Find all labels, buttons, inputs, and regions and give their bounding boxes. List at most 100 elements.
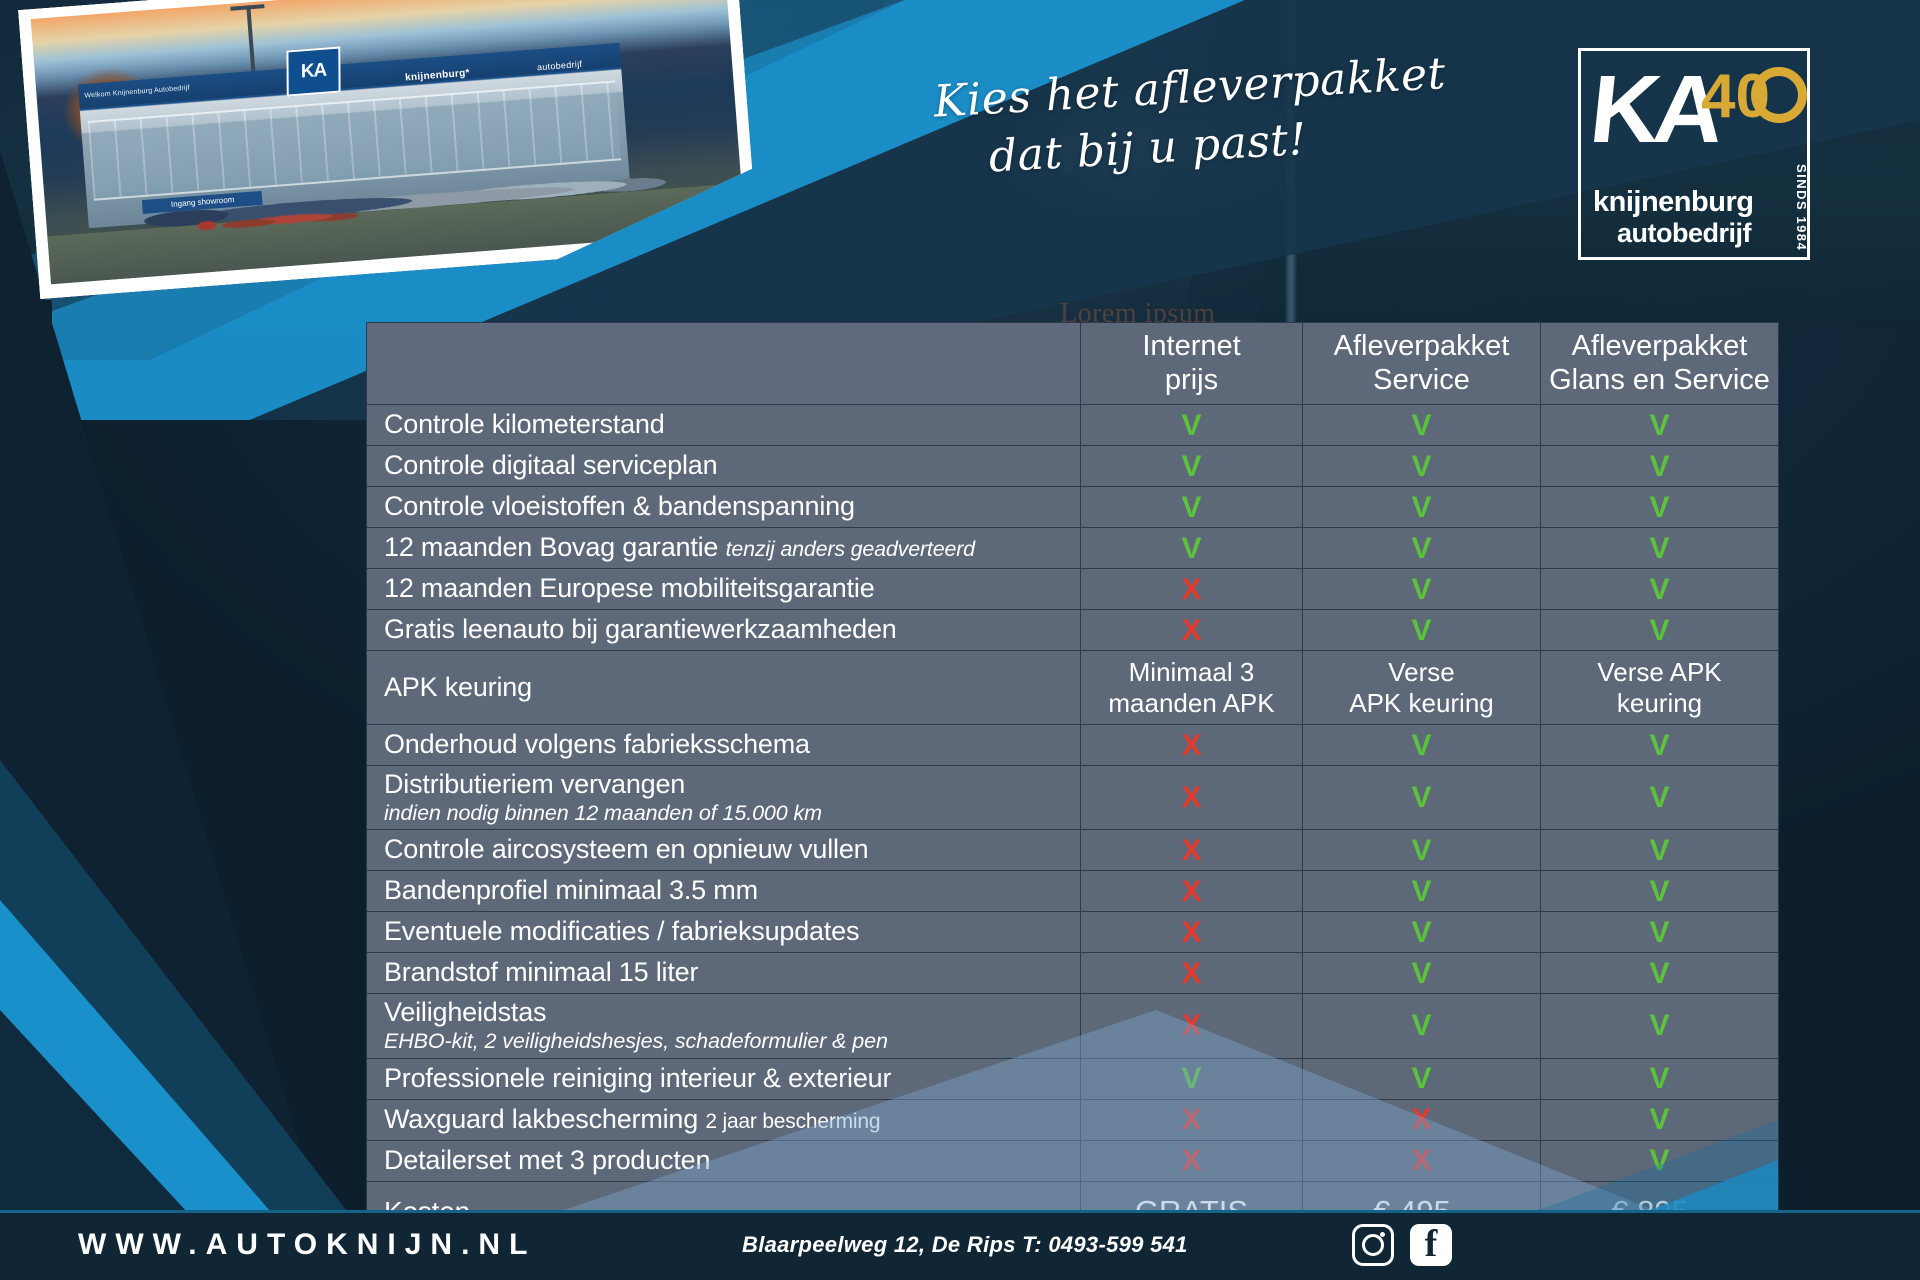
included-check-icon: V bbox=[1649, 490, 1670, 524]
feature-label-small-note: 2 jaar bescherming bbox=[705, 1109, 881, 1133]
excluded-cross-icon: X bbox=[1411, 1103, 1432, 1137]
included-check-icon: V bbox=[1181, 490, 1202, 524]
excluded-cross-icon: X bbox=[1411, 1144, 1432, 1178]
header-service-line1: Afleverpakket bbox=[1333, 329, 1510, 362]
table-header-package-glans-service: Afleverpakket Glans en Service bbox=[1540, 322, 1779, 405]
feature-label-subtext: indien nodig binnen 12 maanden of 15.000… bbox=[384, 800, 822, 825]
table-row: Detailerset met 3 producten X X V bbox=[366, 1139, 1779, 1182]
included-check-icon: V bbox=[1649, 613, 1670, 647]
included-check-icon: V bbox=[1411, 728, 1432, 762]
included-check-icon: V bbox=[1411, 833, 1432, 867]
logo-company-type: autobedrijf bbox=[1617, 218, 1752, 248]
feature-label-note: tenzij anders geadverteerd bbox=[725, 537, 976, 562]
feature-label: 12 maanden Bovag garantie tenzij anders … bbox=[366, 527, 1081, 569]
feature-label-subtext: EHBO-kit, 2 veiligheidshesjes, schadefor… bbox=[384, 1029, 888, 1054]
feature-label-text: Waxguard lakbescherming bbox=[384, 1103, 706, 1134]
feature-label-text: Eventuele modificaties / fabrieksupdates bbox=[384, 916, 860, 947]
footer-website[interactable]: WWW.AUTOKNIJN.NL bbox=[78, 1228, 537, 1261]
table-row: Eventuele modificaties / fabrieksupdates… bbox=[366, 911, 1779, 954]
excluded-cross-icon: X bbox=[1181, 781, 1202, 815]
included-check-icon: V bbox=[1411, 1062, 1432, 1096]
included-check-icon: V bbox=[1649, 874, 1670, 908]
included-check-icon: V bbox=[1181, 1062, 1202, 1096]
included-check-icon: V bbox=[1649, 915, 1670, 949]
feature-label: Controle digitaal serviceplan bbox=[366, 445, 1081, 487]
company-logo: KA 40 knijnenburg autobedrijf SINDS 1984 bbox=[1578, 48, 1810, 260]
feature-label-text: Distributieriem vervangen bbox=[384, 769, 686, 799]
header-glans-line1: Afleverpakket bbox=[1571, 329, 1748, 362]
excluded-cross-icon: X bbox=[1181, 728, 1202, 762]
logo-company-name: knijnenburg bbox=[1593, 186, 1754, 218]
footer-social-links bbox=[1352, 1224, 1452, 1266]
cell-text-line: maanden APK bbox=[1108, 687, 1275, 718]
feature-label-text: 12 maanden Bovag garantie bbox=[384, 532, 726, 563]
included-check-icon: V bbox=[1649, 531, 1670, 565]
included-check-icon: V bbox=[1411, 1009, 1432, 1043]
logo-since-text: SINDS 1984 bbox=[1794, 163, 1809, 251]
included-check-icon: V bbox=[1649, 408, 1670, 442]
cell-text-line: Verse bbox=[1388, 656, 1455, 687]
table-row: Brandstof minimaal 15 liter X V V bbox=[366, 952, 1779, 995]
feature-label: Bandenprofiel minimaal 3.5 mm bbox=[366, 870, 1081, 913]
included-check-icon: V bbox=[1649, 1144, 1670, 1178]
table-row: Controle digitaal serviceplan V V V bbox=[366, 445, 1779, 487]
header-service-line2: Service bbox=[1373, 363, 1470, 396]
excluded-cross-icon: X bbox=[1181, 1144, 1202, 1178]
package-comparison-table-wrapper: Internet prijs Afleverpakket Service Afl… bbox=[366, 322, 1779, 1244]
included-check-icon: V bbox=[1411, 490, 1432, 524]
cell-text-line: Verse APK bbox=[1597, 656, 1722, 687]
table-row: Controle vloeistoffen & bandenspanning V V… bbox=[366, 486, 1779, 528]
header-glans-line2: Glans en Service bbox=[1549, 363, 1770, 396]
table-row: Distributieriem vervangen indien nodig bi… bbox=[366, 764, 1779, 831]
included-check-icon: V bbox=[1411, 956, 1432, 990]
feature-label-text: APK keuring bbox=[384, 671, 532, 702]
feature-label-text: Onderhoud volgens fabrieksschema bbox=[384, 729, 810, 760]
included-check-icon: V bbox=[1181, 531, 1202, 565]
feature-label-text: Bandenprofiel minimaal 3.5 mm bbox=[384, 875, 758, 906]
cell-text-line: APK keuring bbox=[1349, 687, 1494, 718]
feature-label: Waxguard lakbescherming 2 jaar beschermi… bbox=[366, 1098, 1081, 1141]
table-row: Gratis leenauto bij garantiewerkzaamhede… bbox=[366, 609, 1779, 651]
dealership-welcome-text: Welkom Knijnenburg Autobedrijf bbox=[84, 84, 190, 100]
table-header-blank bbox=[366, 322, 1081, 405]
excluded-cross-icon: X bbox=[1181, 915, 1202, 949]
table-row: Bandenprofiel minimaal 3.5 mm X V V bbox=[366, 870, 1779, 913]
footer-bar: WWW.AUTOKNIJN.NL Blaarpeelweg 12, De Rip… bbox=[0, 1210, 1920, 1280]
feature-label-text: 12 maanden Europese mobiliteitsgarantie bbox=[384, 573, 875, 604]
header-internet-line2: prijs bbox=[1164, 363, 1219, 396]
table-row: Veiligheidstas EHBO-kit, 2 veiligheidshes… bbox=[366, 993, 1779, 1059]
feature-label: Onderhoud volgens fabrieksschema bbox=[366, 724, 1081, 766]
feature-label: Detailerset met 3 producten bbox=[366, 1139, 1081, 1182]
dealership-ka-logo: KA bbox=[286, 46, 340, 96]
feature-label-text: Professionele reiniging interieur & exte… bbox=[384, 1062, 892, 1093]
table-row: Onderhoud volgens fabrieksschema X V V bbox=[366, 724, 1779, 766]
feature-label: Gratis leenauto bij garantiewerkzaamhede… bbox=[366, 609, 1081, 651]
feature-label: Controle kilometerstand bbox=[366, 404, 1081, 446]
included-check-icon: V bbox=[1411, 874, 1432, 908]
included-check-icon: V bbox=[1649, 1009, 1670, 1043]
included-check-icon: V bbox=[1649, 833, 1670, 867]
facebook-icon[interactable] bbox=[1410, 1224, 1452, 1266]
excluded-cross-icon: X bbox=[1181, 1009, 1202, 1043]
excluded-cross-icon: X bbox=[1181, 833, 1202, 867]
feature-label-text: Controle vloeistoffen & bandenspanning bbox=[384, 491, 855, 522]
package-comparison-table: Internet prijs Afleverpakket Service Afl… bbox=[366, 322, 1779, 1244]
included-check-icon: V bbox=[1649, 956, 1670, 990]
feature-label: Professionele reiniging interieur & exte… bbox=[366, 1057, 1081, 1100]
instagram-icon[interactable] bbox=[1352, 1224, 1394, 1266]
excluded-cross-icon: X bbox=[1181, 572, 1202, 606]
table-row: 12 maanden Europese mobiliteitsgarantie X… bbox=[366, 568, 1779, 610]
table-header-package-service: Afleverpakket Service bbox=[1302, 322, 1541, 405]
table-row: Professionele reiniging interieur & exte… bbox=[366, 1057, 1779, 1100]
feature-label: 12 maanden Europese mobiliteitsgarantie bbox=[366, 568, 1081, 610]
excluded-cross-icon: X bbox=[1181, 956, 1202, 990]
table-row: Waxguard lakbescherming 2 jaar beschermi… bbox=[366, 1098, 1779, 1141]
table-header-internet-price: Internet prijs bbox=[1080, 322, 1303, 405]
feature-label-text: Controle digitaal serviceplan bbox=[384, 450, 718, 481]
included-check-icon: V bbox=[1411, 572, 1432, 606]
included-check-icon: V bbox=[1411, 613, 1432, 647]
included-check-icon: V bbox=[1411, 781, 1432, 815]
included-check-icon: V bbox=[1411, 531, 1432, 565]
feature-label: Distributieriem vervangen indien nodig bi… bbox=[366, 764, 1081, 831]
table-row: APK keuring Minimaal 3 maanden APK Verse APK… bbox=[366, 650, 1779, 725]
